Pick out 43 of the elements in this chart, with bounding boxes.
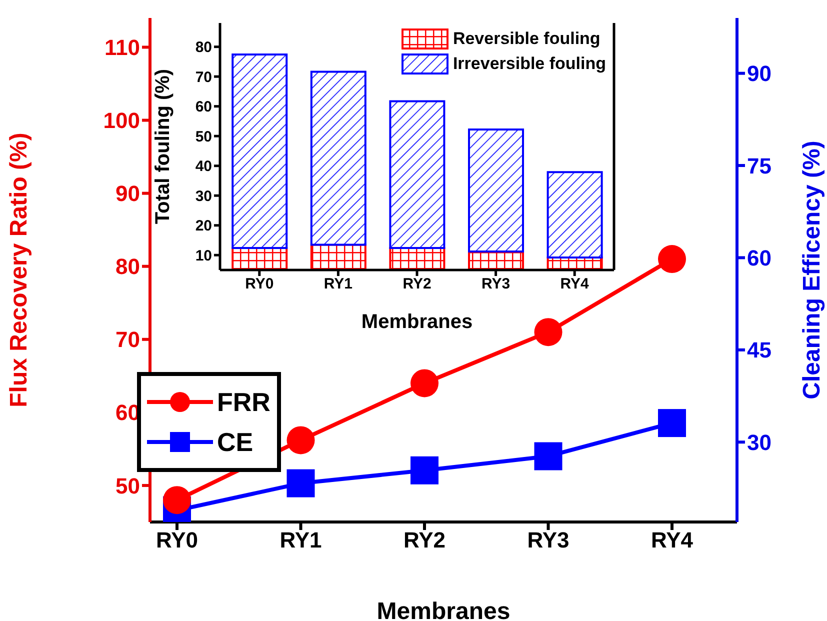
y-tick-label: 80 [116, 254, 140, 280]
y-tick-label: 80 [195, 39, 212, 56]
y-tick-label: 100 [103, 108, 140, 134]
y-tick-label: 30 [195, 188, 212, 205]
x-tick-label: RY0 [156, 528, 198, 553]
x-tick-label: RY0 [245, 276, 274, 293]
y2-tick-label: 90 [747, 61, 772, 86]
x-tick-label: RY1 [280, 528, 322, 553]
y2-tick-label: 60 [747, 246, 772, 271]
point [534, 318, 562, 346]
x-axis-title: Membranes [376, 598, 510, 621]
y-tick-label: 60 [195, 98, 212, 116]
y-tick-label: 70 [116, 327, 140, 352]
x-tick-label: RY1 [324, 276, 353, 293]
y-tick-label: 20 [195, 218, 212, 235]
y-tick-label: 50 [195, 128, 212, 146]
point [658, 245, 686, 274]
y2-tick-label: 45 [747, 338, 772, 363]
legend-label: Reversible fouling [452, 28, 600, 48]
x-tick-label: RY3 [527, 528, 570, 553]
x-tick-label: RY4 [651, 528, 694, 553]
y-tick-label: 110 [104, 35, 140, 60]
x-tick-label: RY3 [481, 276, 510, 293]
y2-tick-label: 30 [747, 430, 772, 455]
y2-tick-label: 75 [747, 153, 772, 178]
y-tick-label: 10 [195, 247, 212, 264]
x-tick-label: RY2 [404, 528, 446, 553]
x-tick-label: RY4 [560, 276, 590, 293]
y-tick-label: 70 [195, 68, 212, 86]
point [286, 426, 315, 454]
point [163, 486, 191, 514]
legend-label: CE [217, 426, 254, 458]
y-axis-title: Flux Recovery Ratio (%) [6, 132, 33, 408]
legend-label: Irreversible fouling [452, 54, 606, 74]
point [410, 369, 438, 398]
y-tick-label: 50 [116, 473, 140, 498]
x-tick-label: RY2 [402, 276, 432, 293]
y-tick-label: 40 [195, 158, 212, 176]
legend-label: FRR [217, 386, 270, 418]
y-tick-label: 90 [116, 181, 140, 206]
x-axis-title: Membranes [361, 311, 473, 333]
y-axis-title: Total fouling (%) [152, 68, 174, 224]
y2-axis-title: Cleaning Efficency (%) [798, 140, 826, 400]
